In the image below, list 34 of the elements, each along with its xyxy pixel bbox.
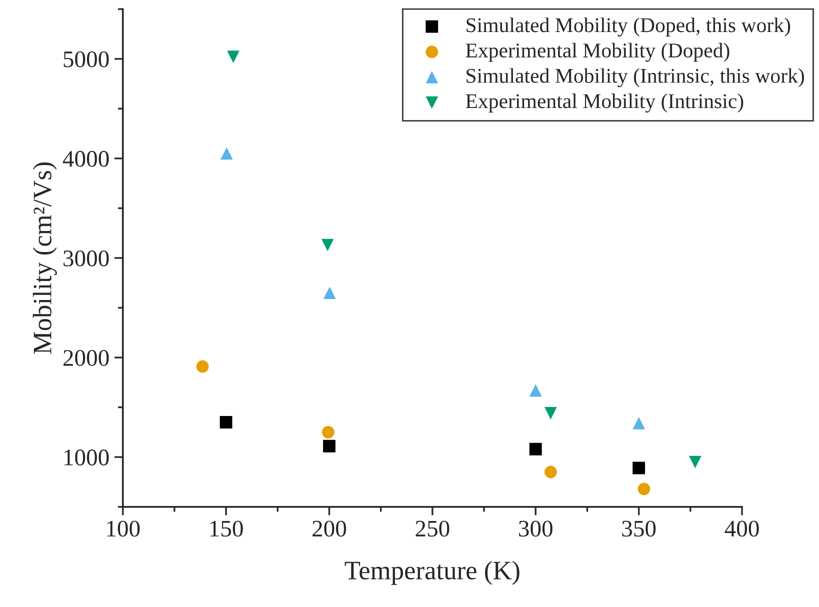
point bbox=[632, 462, 646, 474]
point bbox=[321, 238, 334, 252]
x-tick-label: 350 bbox=[622, 520, 656, 537]
x-tick-label: 100 bbox=[107, 520, 140, 537]
legend-label: Experimental Mobility (Intrinsic) bbox=[466, 94, 744, 113]
point bbox=[227, 50, 240, 64]
x-tick-label: 250 bbox=[416, 520, 450, 537]
point bbox=[196, 360, 209, 373]
point bbox=[638, 482, 650, 496]
y-tick-label: 5000 bbox=[64, 51, 109, 68]
point bbox=[529, 442, 542, 456]
legend-label: Simulated Mobility (Doped, this work) bbox=[466, 18, 790, 37]
y-tick-label: 1000 bbox=[64, 450, 109, 466]
point bbox=[323, 440, 336, 452]
point bbox=[220, 416, 232, 428]
x-tick-label: 150 bbox=[210, 520, 243, 537]
point bbox=[632, 417, 646, 430]
x-tick-label: 400 bbox=[724, 520, 759, 537]
point bbox=[544, 466, 557, 478]
point bbox=[220, 147, 233, 160]
y-tick-label: 4000 bbox=[62, 150, 109, 167]
legend-label: Simulated Mobility (Intrinsic, this work) bbox=[466, 68, 804, 88]
y-tick-label: 3000 bbox=[64, 250, 109, 266]
x-tick-label: 300 bbox=[519, 520, 552, 537]
point bbox=[322, 426, 334, 438]
point bbox=[529, 384, 542, 397]
y-axis-title: Mobility (cm²/Vs) bbox=[32, 162, 57, 354]
x-tick-label: 200 bbox=[312, 520, 346, 537]
y-tick-label: 2000 bbox=[63, 350, 109, 366]
legend-label: Experimental Mobility (Doped) bbox=[466, 42, 730, 62]
point bbox=[323, 286, 336, 300]
point bbox=[688, 456, 702, 468]
x-axis-title: Temperature (K) bbox=[344, 560, 520, 585]
point bbox=[544, 407, 557, 420]
